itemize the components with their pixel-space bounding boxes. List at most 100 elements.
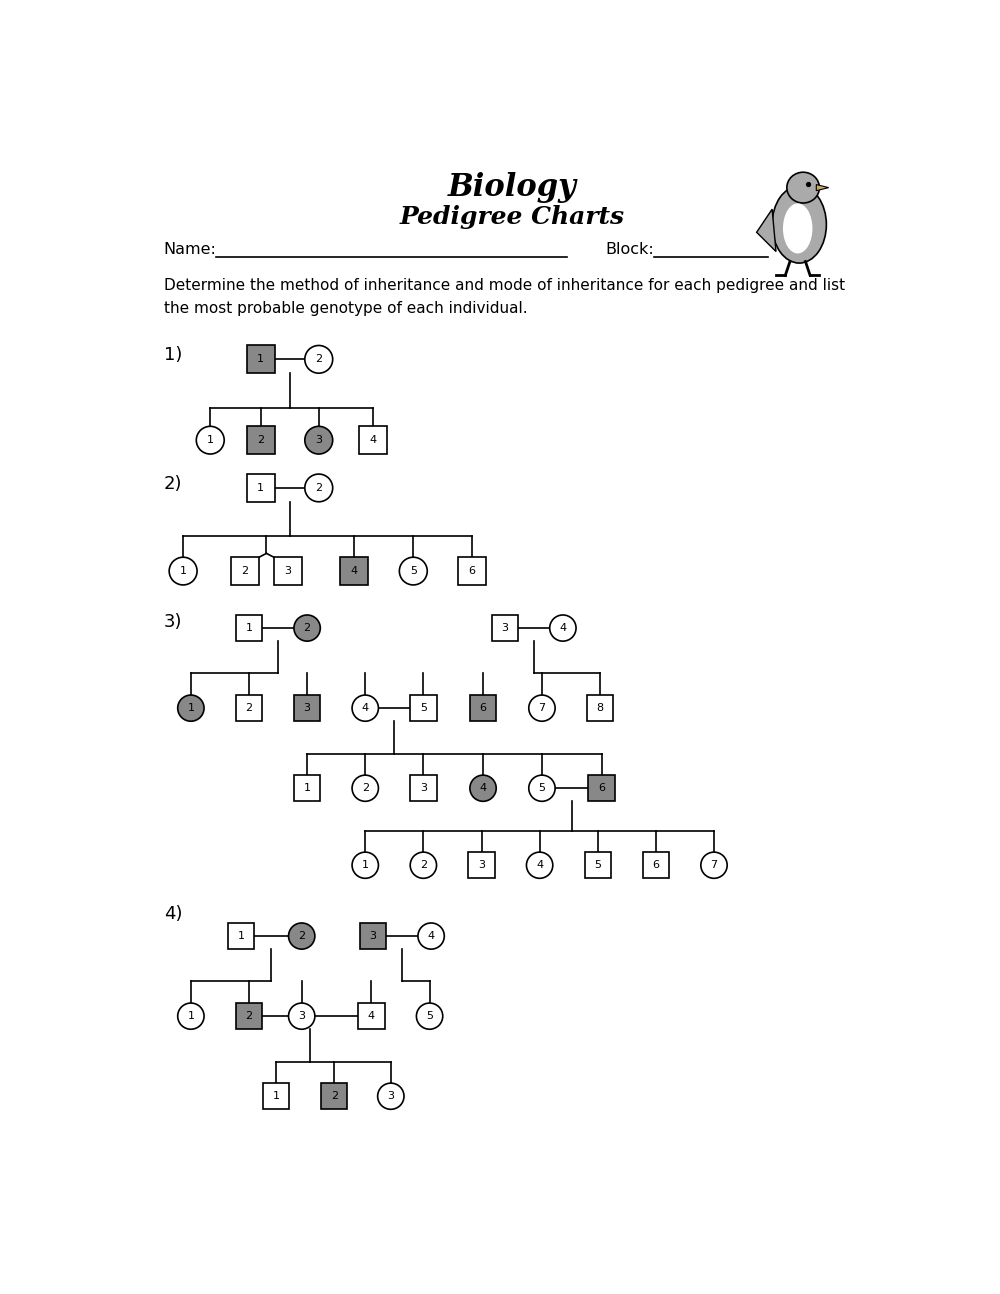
Text: 2: 2 [315, 483, 322, 493]
Ellipse shape [178, 695, 204, 721]
Text: 2: 2 [362, 783, 369, 793]
Ellipse shape [807, 182, 810, 186]
Bar [359, 426, 387, 454]
Text: 1: 1 [187, 1011, 194, 1021]
Ellipse shape [352, 775, 378, 801]
Ellipse shape [529, 775, 555, 801]
Text: 1: 1 [238, 932, 245, 941]
Text: 4: 4 [362, 703, 369, 713]
Ellipse shape [305, 474, 333, 502]
Ellipse shape [169, 558, 197, 585]
Ellipse shape [526, 853, 553, 879]
Text: 4: 4 [369, 435, 377, 445]
Polygon shape [757, 210, 776, 251]
Text: 3: 3 [298, 1011, 305, 1021]
Ellipse shape [289, 923, 315, 950]
Text: 1): 1) [164, 347, 182, 364]
Text: 2: 2 [420, 861, 427, 871]
Ellipse shape [550, 615, 576, 641]
Ellipse shape [399, 558, 427, 585]
Ellipse shape [787, 172, 819, 203]
Ellipse shape [378, 1083, 404, 1109]
Ellipse shape [772, 186, 826, 263]
Text: 6: 6 [652, 861, 659, 871]
Ellipse shape [352, 853, 378, 879]
Text: 1: 1 [257, 355, 264, 365]
Text: 7: 7 [538, 703, 546, 713]
Text: 4): 4) [164, 906, 182, 923]
Ellipse shape [416, 1003, 443, 1029]
Bar [294, 775, 320, 801]
Text: 8: 8 [597, 703, 604, 713]
Text: 1: 1 [257, 483, 264, 493]
Bar [410, 775, 437, 801]
Ellipse shape [178, 1003, 204, 1029]
Bar [588, 775, 615, 801]
Text: 4: 4 [559, 622, 566, 633]
Text: 5: 5 [420, 703, 427, 713]
Bar [247, 426, 275, 454]
Bar [358, 1003, 385, 1029]
Ellipse shape [783, 203, 812, 254]
Polygon shape [816, 185, 829, 190]
Text: 6: 6 [469, 565, 476, 576]
Text: 3: 3 [478, 861, 485, 871]
Bar [236, 615, 262, 641]
Bar [231, 558, 259, 585]
Text: 4: 4 [350, 565, 357, 576]
Bar [247, 345, 275, 373]
Text: 4: 4 [536, 861, 543, 871]
Bar [587, 695, 613, 721]
Bar [410, 695, 437, 721]
Bar [360, 923, 386, 950]
Text: 3: 3 [420, 783, 427, 793]
Text: 1: 1 [180, 565, 187, 576]
Text: 6: 6 [480, 703, 487, 713]
Text: 2: 2 [245, 703, 253, 713]
Ellipse shape [294, 615, 320, 641]
Text: 1: 1 [362, 861, 369, 871]
Text: 3: 3 [370, 932, 376, 941]
Ellipse shape [418, 923, 444, 950]
Text: 2: 2 [304, 622, 311, 633]
Text: 3): 3) [164, 613, 182, 631]
Bar [340, 558, 368, 585]
Text: 3: 3 [501, 622, 508, 633]
Text: 2: 2 [298, 932, 305, 941]
Bar [492, 615, 518, 641]
Text: 4: 4 [479, 783, 487, 793]
Text: 3: 3 [284, 565, 291, 576]
Text: Determine the method of inheritance and mode of inheritance for each pedigree an: Determine the method of inheritance and … [164, 278, 845, 316]
Bar [321, 1083, 347, 1109]
Bar [228, 923, 254, 950]
Text: Biology: Biology [448, 172, 577, 203]
Bar [236, 1003, 262, 1029]
Text: 2: 2 [315, 355, 322, 365]
Ellipse shape [289, 1003, 315, 1029]
Text: Pedigree Charts: Pedigree Charts [400, 204, 625, 229]
Ellipse shape [470, 775, 496, 801]
Bar [585, 853, 611, 879]
Text: Block:: Block: [606, 242, 654, 258]
Ellipse shape [305, 345, 333, 373]
Text: 1: 1 [207, 435, 214, 445]
Text: 2: 2 [257, 435, 264, 445]
Text: 6: 6 [598, 783, 605, 793]
Text: 5: 5 [594, 861, 601, 871]
Bar [274, 558, 302, 585]
Text: 2: 2 [245, 1011, 253, 1021]
Bar [263, 1083, 289, 1109]
Text: 1: 1 [304, 783, 311, 793]
Text: 3: 3 [304, 703, 311, 713]
Text: 5: 5 [426, 1011, 433, 1021]
Ellipse shape [410, 853, 437, 879]
Text: 3: 3 [315, 435, 322, 445]
Ellipse shape [196, 426, 224, 454]
Text: 2: 2 [242, 565, 249, 576]
Text: 4: 4 [428, 932, 435, 941]
Text: 1: 1 [187, 703, 194, 713]
Text: 3: 3 [387, 1091, 394, 1101]
Text: 1: 1 [273, 1091, 280, 1101]
Text: 5: 5 [538, 783, 545, 793]
Bar [470, 695, 496, 721]
